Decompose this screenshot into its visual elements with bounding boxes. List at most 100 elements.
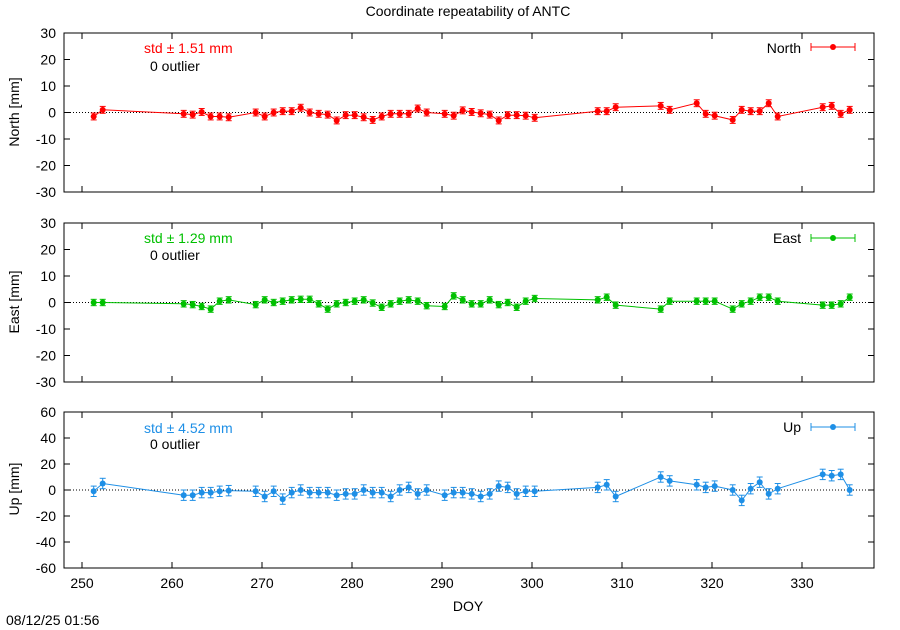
- north-data-point: [378, 113, 385, 120]
- north-data-point: [306, 109, 313, 116]
- east-ytick-label: -10: [36, 321, 56, 337]
- east-data-point: [522, 298, 529, 305]
- east-data-point: [306, 296, 313, 303]
- north-data-point: [405, 110, 412, 117]
- up-data-point: [666, 477, 673, 484]
- up-data-point: [414, 490, 421, 497]
- up-data-point: [198, 489, 205, 496]
- up-data-point: [279, 496, 286, 503]
- east-data-point: [531, 295, 538, 302]
- east-data-point: [216, 298, 223, 305]
- east-data-point: [441, 303, 448, 310]
- north-data-point: [837, 110, 844, 117]
- north-data-point: [711, 112, 718, 119]
- north-ytick-label: -20: [36, 158, 56, 174]
- north-legend-label: North: [767, 40, 801, 56]
- north-ylabel: North [mm]: [6, 77, 22, 146]
- north-legend-marker: [830, 44, 836, 50]
- up-data-point: [450, 489, 457, 496]
- east-ylabel: East [mm]: [6, 270, 22, 333]
- up-ytick-label: 20: [40, 456, 56, 472]
- north-data-point: [207, 113, 214, 120]
- up-data-point: [423, 487, 430, 493]
- east-ytick-label: -20: [36, 348, 56, 364]
- up-data-point: [819, 471, 826, 478]
- east-legend-label: East: [773, 230, 801, 246]
- north-data-point: [747, 108, 754, 115]
- north-data-point: [315, 110, 322, 117]
- up-data-point: [351, 490, 358, 497]
- east-data-point: [351, 298, 358, 305]
- north-data-point: [828, 102, 835, 109]
- east-data-point: [180, 300, 187, 307]
- up-data-point: [693, 481, 700, 488]
- east-data-point: [270, 299, 277, 306]
- up-data-point: [207, 489, 214, 496]
- north-data-point: [450, 112, 457, 119]
- east-outlier-label: 0 outlier: [150, 247, 200, 263]
- x-tick-label: 300: [520, 575, 544, 591]
- up-data-point: [459, 489, 466, 496]
- up-data-point: [369, 489, 376, 496]
- up-data-point: [846, 487, 853, 493]
- up-data-point: [702, 484, 709, 491]
- east-data-point: [405, 296, 412, 303]
- east-data-point: [819, 302, 826, 309]
- east-data-point: [324, 306, 331, 313]
- east-data-point: [693, 298, 700, 305]
- up-ytick-label: -20: [36, 508, 56, 524]
- up-std-label: std ± 4.52 mm: [144, 420, 233, 436]
- north-data-point: [774, 113, 781, 120]
- north-ytick-label: 10: [40, 78, 56, 94]
- north-data-point: [90, 113, 97, 120]
- north-data-point: [819, 104, 826, 111]
- east-data-point: [423, 302, 430, 309]
- north-data-point: [612, 104, 619, 111]
- north-data-point: [414, 105, 421, 112]
- north-data-point: [702, 110, 709, 117]
- north-data-point: [324, 111, 331, 118]
- north-data-point: [342, 112, 349, 119]
- up-ytick-label: 60: [40, 404, 56, 420]
- north-data-point: [180, 110, 187, 117]
- east-plot-frame: [63, 222, 875, 383]
- north-data-point: [459, 107, 466, 114]
- north-data-point: [666, 106, 673, 113]
- east-data-point: [828, 302, 835, 309]
- east-data-point: [252, 301, 259, 308]
- up-ylabel: Up [mm]: [6, 463, 22, 516]
- north-plot-frame: [63, 32, 875, 193]
- north-data-point: [252, 109, 259, 116]
- up-data-point: [603, 481, 610, 488]
- north-data-point: [225, 114, 232, 121]
- north-data-point: [99, 106, 106, 113]
- x-tick-label: 310: [610, 575, 634, 591]
- north-data-point: [495, 117, 502, 124]
- east-data-point: [594, 296, 601, 303]
- up-data-point: [324, 489, 331, 496]
- north-panel: North [mm] std ± 1.51 mm 0 outlier North…: [6, 25, 875, 200]
- north-data-point: [729, 116, 736, 123]
- east-data-point: [288, 296, 295, 303]
- east-data-point: [774, 298, 781, 305]
- up-data-point: [378, 489, 385, 496]
- east-data-point: [297, 296, 304, 303]
- x-tick-label: 280: [340, 575, 364, 591]
- east-data-point: [414, 298, 421, 305]
- up-data-point: [711, 483, 718, 490]
- up-ytick-label: -60: [36, 560, 56, 576]
- east-panel: East [mm] std ± 1.29 mm 0 outlier East -…: [6, 215, 875, 390]
- north-data-point: [594, 108, 601, 115]
- up-data-point: [594, 484, 601, 491]
- east-ytick-label: 20: [40, 242, 56, 258]
- north-ytick-label: -10: [36, 131, 56, 147]
- east-data-point: [450, 292, 457, 299]
- up-data-point: [468, 490, 475, 497]
- east-data-point: [486, 296, 493, 303]
- east-data-point: [765, 294, 772, 301]
- east-data-point: [369, 300, 376, 307]
- x-tick-label: 320: [700, 575, 724, 591]
- up-legend-label: Up: [783, 419, 801, 435]
- north-data-point: [504, 112, 511, 119]
- x-tick-label: 250: [70, 575, 94, 591]
